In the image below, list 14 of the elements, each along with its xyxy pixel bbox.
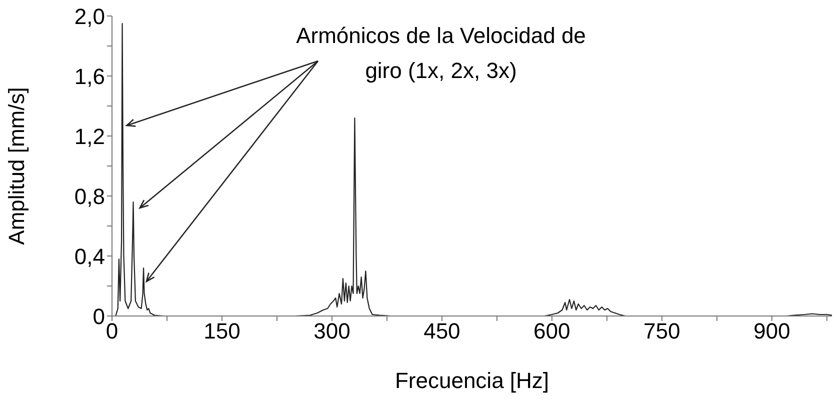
annotation: Armónicos de la Velocidad de giro (1x, 2x, 3x) xyxy=(295,22,587,85)
x-tick-label: 900 xyxy=(754,318,790,344)
x-tick-label: 600 xyxy=(534,318,570,344)
y-tick-label: 2,0 xyxy=(74,4,105,29)
x-axis-title: Frecuencia [Hz] xyxy=(394,368,550,393)
y-axis-title: Amplitud [mm/s] xyxy=(4,87,29,245)
y-tick-label: 1,2 xyxy=(74,124,105,149)
y-tick-label: 0,8 xyxy=(74,184,105,209)
x-tick-label: 150 xyxy=(204,318,240,344)
y-tick-label: 1,6 xyxy=(74,64,105,89)
x-tick-label: 450 xyxy=(424,318,460,344)
y-tick-label: 0,4 xyxy=(74,244,105,269)
x-tick-label: 300 xyxy=(314,318,350,344)
x-tick-label: 750 xyxy=(644,318,680,344)
